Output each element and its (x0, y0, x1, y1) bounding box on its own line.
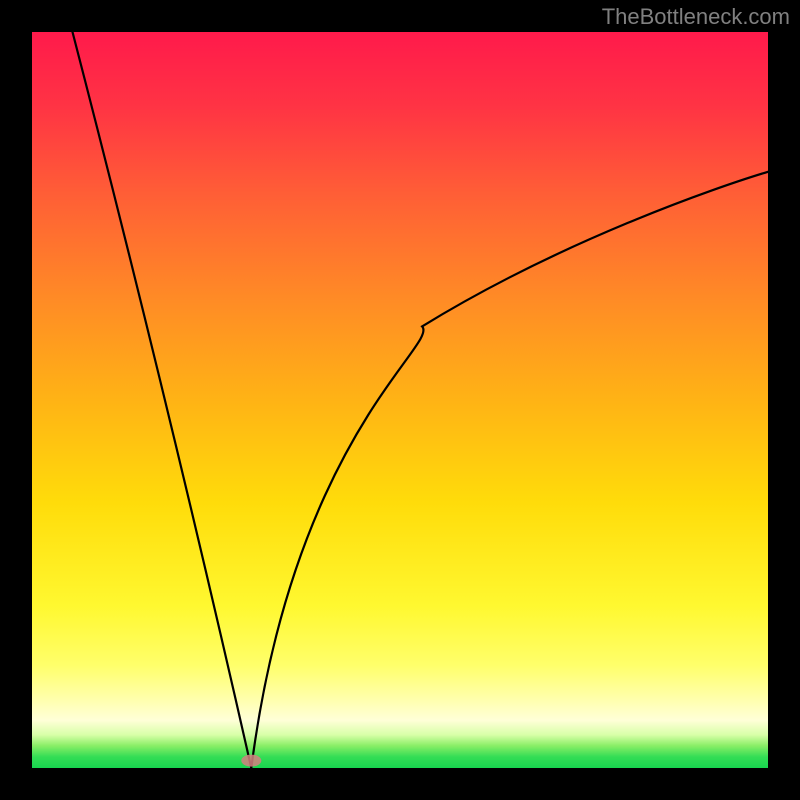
figure-stage: TheBottleneck.com (0, 0, 800, 800)
minimum-marker (241, 755, 261, 767)
watermark-text: TheBottleneck.com (602, 4, 790, 30)
gradient-v-curve-chart (0, 0, 800, 800)
plot-gradient-rect (32, 32, 768, 768)
